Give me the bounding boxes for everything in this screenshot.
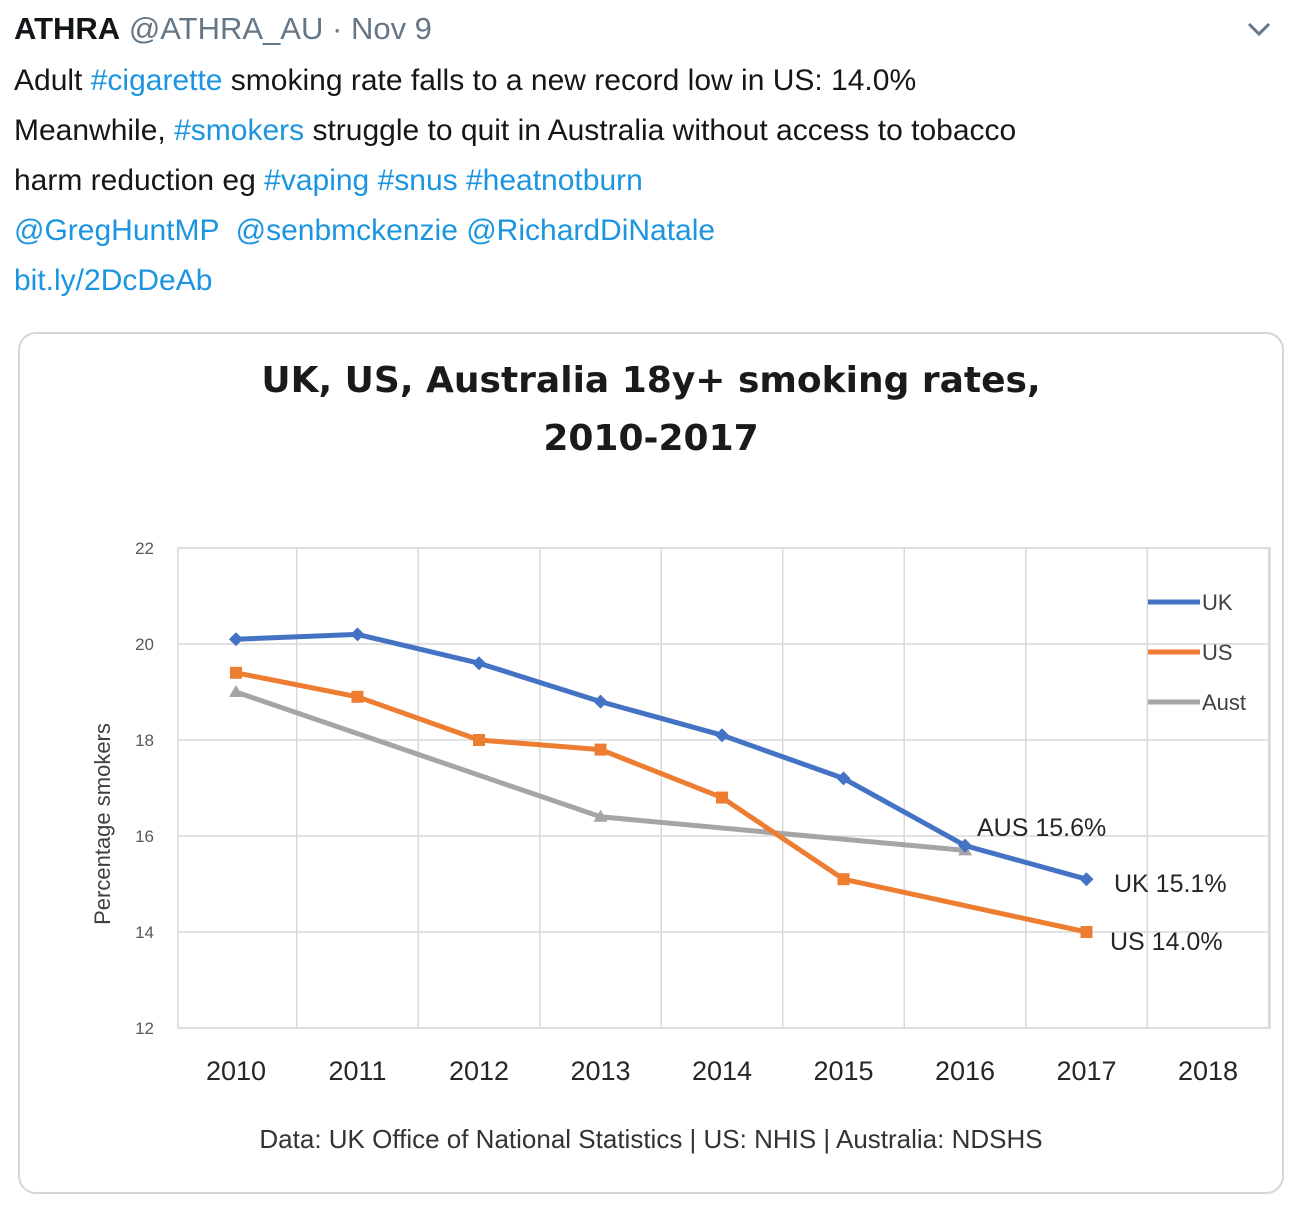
tweet: ATHRA @ATHRA_AU · Nov 9 Adult #cigarette… — [14, 8, 1276, 306]
tweet-text-fragment: harm reduction eg — [14, 164, 265, 197]
x-tick-label: 2012 — [449, 1056, 509, 1086]
mention-link[interactable]: @senbmckenzie — [235, 214, 458, 247]
tweet-text-fragment: smoking rate falls to a new record low i… — [222, 64, 917, 97]
data-point-uk — [958, 838, 972, 853]
tweet-text-fragment: Adult — [14, 64, 91, 97]
legend-label-aust: Aust — [1202, 690, 1246, 715]
data-annotation: US 14.0% — [1110, 928, 1223, 956]
data-point-us — [1080, 926, 1093, 938]
chart-source-note: Data: UK Office of National Statistics |… — [259, 1124, 1043, 1154]
data-point-aust — [593, 809, 608, 822]
y-tick-label: 14 — [135, 923, 154, 942]
x-tick-label: 2016 — [935, 1056, 995, 1086]
data-annotation: AUS 15.6% — [977, 814, 1106, 842]
data-point-uk — [350, 627, 365, 642]
x-tick-label: 2018 — [1178, 1056, 1238, 1086]
x-tick-label: 2015 — [813, 1056, 873, 1086]
data-point-aust — [229, 685, 243, 697]
author-handle[interactable]: @ATHRA_AU — [128, 11, 324, 46]
y-tick-label: 18 — [135, 731, 154, 750]
hashtag-link[interactable]: #smokers — [174, 114, 305, 147]
data-point-uk — [472, 656, 486, 671]
data-point-us — [473, 734, 485, 746]
x-tick-label: 2010 — [206, 1056, 266, 1086]
mention-link[interactable]: @RichardDiNatale — [466, 214, 716, 247]
tweet-header: ATHRA @ATHRA_AU · Nov 9 — [14, 8, 1276, 50]
y-axis-label: Percentage smokers — [90, 723, 115, 925]
hashtag-link[interactable]: #snus — [377, 164, 458, 197]
plot-area — [177, 547, 1271, 1029]
x-tick-label: 2011 — [328, 1056, 386, 1086]
data-point-us — [351, 690, 364, 703]
hashtag-link[interactable]: #heatnotburn — [465, 164, 643, 197]
tweet-text-fragment: struggle to quit in Australia without ac… — [304, 114, 1017, 147]
hashtag-link[interactable]: #cigarette — [90, 64, 223, 97]
tweet-date[interactable]: Nov 9 — [350, 11, 432, 46]
hashtag-link[interactable]: #vaping — [264, 164, 370, 197]
tweet-text: Adult #cigarette smoking rate falls to a… — [14, 56, 1276, 306]
data-point-uk — [229, 632, 243, 647]
data-point-uk — [836, 771, 851, 786]
data-point-uk — [1079, 872, 1094, 887]
chevron-down-icon[interactable] — [1244, 14, 1274, 44]
data-point-us — [716, 791, 728, 804]
data-point-us — [230, 666, 242, 679]
data-point-us — [594, 743, 607, 756]
author-name[interactable]: ATHRA — [14, 11, 121, 46]
mention-link[interactable]: @GregHuntMP — [14, 214, 219, 247]
chart-image-card[interactable]: UK, US, Australia 18y+ smoking rates, 20… — [18, 332, 1284, 1194]
line-chart: 12 14 16 18 20 22 2010 2011 2012 2013 2014 2015 2016… — [90, 539, 1271, 1086]
data-annotation: UK 15.1% — [1114, 870, 1227, 898]
x-tick-label: 2013 — [570, 1056, 630, 1086]
legend-label-us: US — [1202, 640, 1233, 665]
series-line-aust — [235, 689, 966, 853]
header-separator: · — [331, 11, 343, 46]
chart-title-line2: 2010-2017 — [543, 418, 759, 459]
legend-label-uk: UK — [1202, 590, 1233, 615]
series-line-uk — [235, 631, 1088, 882]
y-tick-label: 22 — [135, 539, 154, 558]
data-point-uk — [715, 728, 729, 743]
x-tick-label: 2017 — [1056, 1056, 1116, 1086]
y-tick-label: 12 — [135, 1019, 154, 1038]
tweet-text-fragment: Meanwhile, — [14, 114, 175, 147]
url-link[interactable]: bit.ly/2DcDeAb — [14, 264, 213, 297]
y-tick-label: 16 — [135, 827, 154, 846]
x-tick-label: 2014 — [692, 1056, 752, 1086]
chart-title-line1: UK, US, Australia 18y+ smoking rates, — [261, 360, 1041, 401]
y-tick-label: 20 — [135, 635, 154, 654]
data-point-us — [837, 873, 850, 886]
data-point-uk — [593, 694, 608, 709]
